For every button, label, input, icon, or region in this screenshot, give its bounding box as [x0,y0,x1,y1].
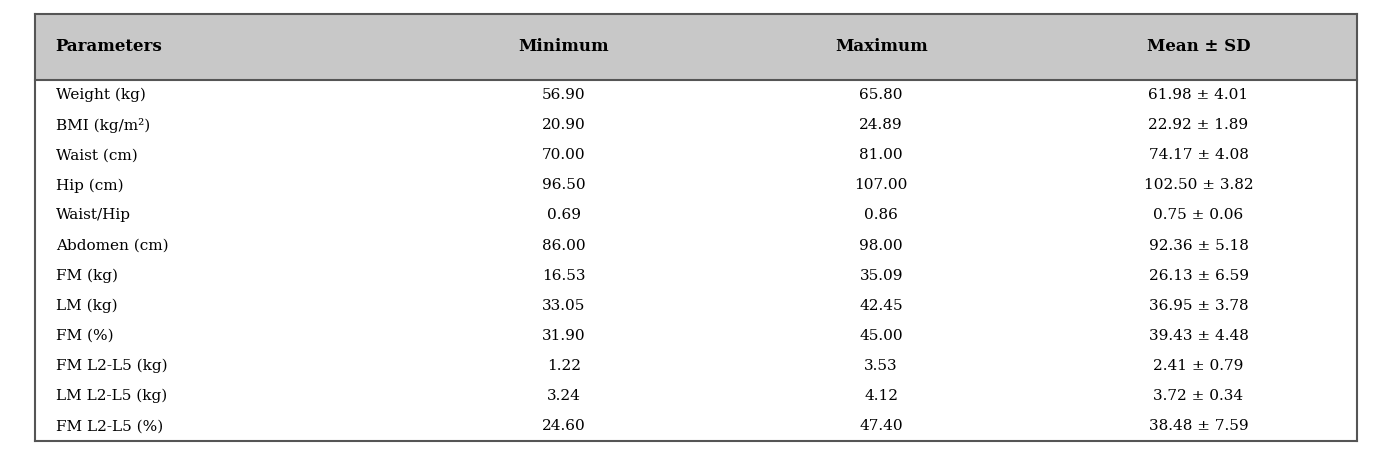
Text: 22.92 ± 1.89: 22.92 ± 1.89 [1148,118,1249,132]
Text: Mean ± SD: Mean ± SD [1147,38,1250,56]
Text: 3.24: 3.24 [547,389,580,403]
Text: Waist/Hip: Waist/Hip [56,208,131,222]
Text: Waist (cm): Waist (cm) [56,148,138,162]
Text: Abdomen (cm): Abdomen (cm) [56,238,168,253]
Text: 42.45: 42.45 [859,299,903,313]
Text: 39.43 ± 4.48: 39.43 ± 4.48 [1148,329,1249,343]
Text: FM (kg): FM (kg) [56,268,118,283]
Text: 74.17 ± 4.08: 74.17 ± 4.08 [1148,148,1249,162]
Text: FM (%): FM (%) [56,329,113,343]
Text: 0.86: 0.86 [864,208,898,222]
Text: 31.90: 31.90 [541,329,586,343]
Text: 3.72 ± 0.34: 3.72 ± 0.34 [1154,389,1243,403]
Text: Maximum: Maximum [835,38,927,56]
Text: 26.13 ± 6.59: 26.13 ± 6.59 [1148,269,1249,283]
Text: 4.12: 4.12 [864,389,898,403]
Text: 3.53: 3.53 [864,359,898,373]
Text: 35.09: 35.09 [859,269,903,283]
Text: BMI (kg/m²): BMI (kg/m²) [56,118,150,132]
Text: 98.00: 98.00 [859,238,903,253]
Text: FM L2-L5 (kg): FM L2-L5 (kg) [56,359,167,373]
Text: Weight (kg): Weight (kg) [56,88,146,102]
Bar [35,14,1357,80]
Text: LM L2-L5 (kg): LM L2-L5 (kg) [56,389,167,404]
Text: 81.00: 81.00 [859,148,903,162]
Text: Minimum: Minimum [518,38,610,56]
Text: 38.48 ± 7.59: 38.48 ± 7.59 [1148,420,1249,433]
Text: 56.90: 56.90 [541,88,586,102]
Text: 70.00: 70.00 [541,148,586,162]
Text: 2.41 ± 0.79: 2.41 ± 0.79 [1154,359,1243,373]
Text: 33.05: 33.05 [541,299,586,313]
Text: FM L2-L5 (%): FM L2-L5 (%) [56,420,163,433]
Text: 1.22: 1.22 [547,359,580,373]
Text: 24.89: 24.89 [859,118,903,132]
Text: 65.80: 65.80 [859,88,903,102]
Text: 0.75 ± 0.06: 0.75 ± 0.06 [1154,208,1243,222]
Text: 107.00: 107.00 [855,178,908,192]
Text: 102.50 ± 3.82: 102.50 ± 3.82 [1144,178,1253,192]
Text: 16.53: 16.53 [541,269,586,283]
Text: 45.00: 45.00 [859,329,903,343]
Text: 20.90: 20.90 [541,118,586,132]
Text: 86.00: 86.00 [541,238,586,253]
Text: 96.50: 96.50 [541,178,586,192]
Text: Parameters: Parameters [56,38,163,56]
Text: 92.36 ± 5.18: 92.36 ± 5.18 [1148,238,1249,253]
Text: LM (kg): LM (kg) [56,298,117,313]
Text: 61.98 ± 4.01: 61.98 ± 4.01 [1148,88,1249,102]
Text: 0.69: 0.69 [547,208,580,222]
Text: 47.40: 47.40 [859,420,903,433]
Text: 36.95 ± 3.78: 36.95 ± 3.78 [1148,299,1249,313]
Text: Hip (cm): Hip (cm) [56,178,124,192]
Text: 24.60: 24.60 [541,420,586,433]
